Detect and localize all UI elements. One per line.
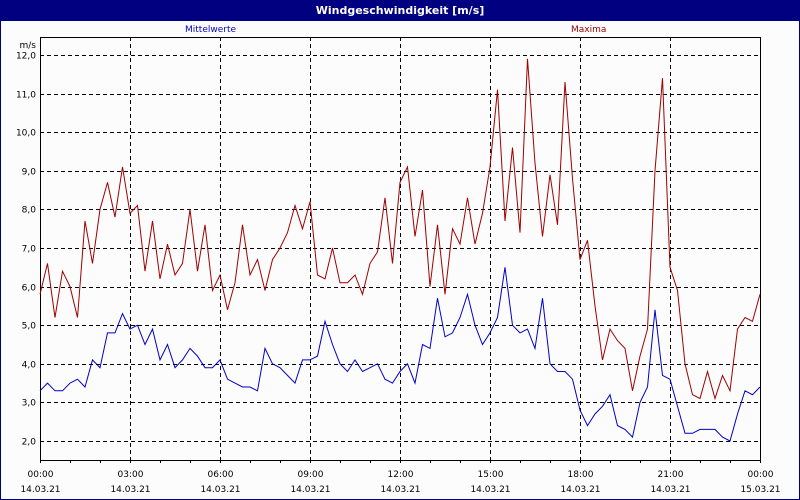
legend-max: Maxima: [571, 25, 607, 35]
x-tick-date: 14.03.21: [20, 485, 60, 495]
x-tick-time: 21:00: [658, 470, 684, 480]
x-tick-time: 15:00: [478, 470, 504, 480]
y-tick-label: 9,0: [22, 168, 37, 178]
x-tick-date: 15.03.21: [740, 485, 780, 495]
y-tick-label: 10,0: [16, 129, 36, 139]
y-tick-label: 3,0: [22, 399, 37, 409]
series-mittelwerte: [39, 267, 761, 442]
series-maxima: [39, 58, 761, 401]
y-axis-labels: 2,0 3,0 4,0 5,0 6,0 7,0 8,0 9,0 10,0 11,0 12,0m/s: [16, 41, 36, 448]
chart-title: Windgeschwindigkeit [m/s]: [1, 1, 799, 21]
y-tick-label: 12,0: [16, 52, 36, 62]
x-tick-time: 00:00: [28, 470, 54, 480]
x-tick-date: 14.03.21: [470, 485, 510, 495]
x-tick-date: 14.03.21: [200, 485, 240, 495]
grid-lines: [40, 37, 760, 460]
x-tick-date: 14.03.21: [650, 485, 690, 495]
x-axis-labels: 00:00 14.03.21 03:00 14.03.21 06:00 14.03.21 0…: [20, 470, 780, 495]
data-series: [39, 58, 761, 442]
y-tick-label: 7,0: [22, 245, 37, 255]
x-tick-time: 03:00: [118, 470, 144, 480]
y-tick-label: 8,0: [22, 206, 37, 216]
y-tick-label: 11,0: [16, 91, 36, 101]
x-tick-date: 14.03.21: [290, 485, 330, 495]
x-tick-time: 00:00: [748, 470, 774, 480]
x-tick-date: 14.03.21: [380, 485, 420, 495]
x-tick-date: 14.03.21: [110, 485, 150, 495]
x-tick-time: 09:00: [298, 470, 324, 480]
x-tick-time: 18:00: [568, 470, 594, 480]
y-tick-label: 2,0: [22, 438, 37, 448]
x-tick-time: 06:00: [208, 470, 234, 480]
legend-mean: Mittelwerte: [185, 25, 237, 35]
y-axis-unit: m/s: [20, 41, 37, 51]
axes: [40, 37, 761, 463]
x-tick-date: 14.03.21: [560, 485, 600, 495]
y-tick-label: 6,0: [22, 284, 37, 294]
y-tick-label: 4,0: [22, 361, 37, 371]
x-tick-time: 12:00: [388, 470, 414, 480]
y-tick-label: 5,0: [22, 322, 37, 332]
